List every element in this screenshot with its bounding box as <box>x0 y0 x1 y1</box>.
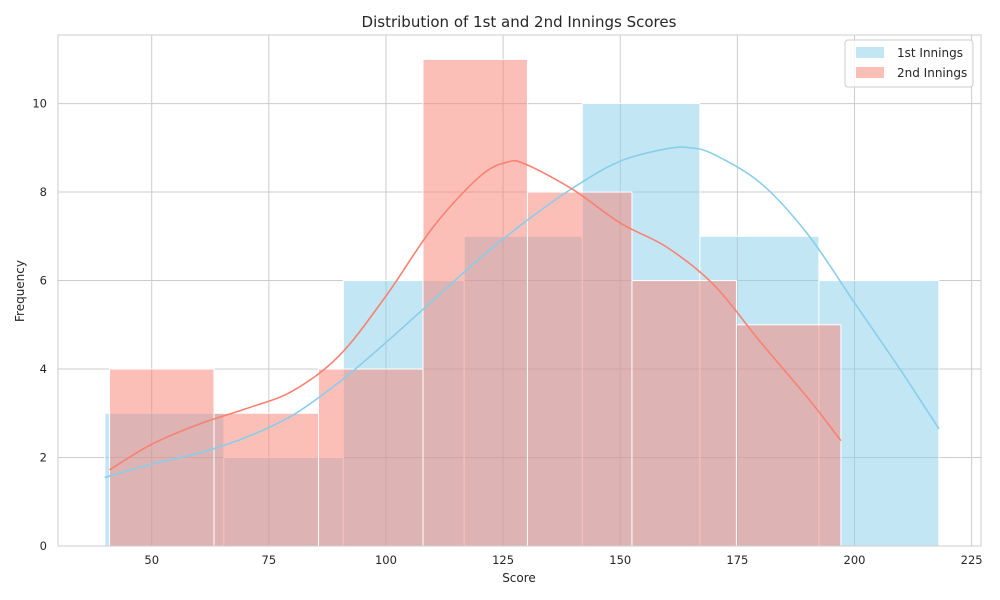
bar-2nd-innings <box>526 191 633 547</box>
legend-swatch-2nd-innings <box>856 67 884 78</box>
chart-title: Distribution of 1st and 2nd Innings Scor… <box>362 13 677 31</box>
bar-2nd-innings <box>318 368 424 547</box>
kde-curves <box>104 146 940 479</box>
legend-label-2nd-innings: 2nd Innings <box>897 66 967 80</box>
y-axis-label: Frequency <box>13 260 27 322</box>
bar-2nd-innings <box>735 324 842 547</box>
legend-label-1st-innings: 1st Innings <box>897 46 963 60</box>
y-tick-label: 8 <box>40 185 47 199</box>
kde-line-1st-innings <box>104 146 940 479</box>
y-tick-label: 2 <box>40 451 47 465</box>
x-tick-label: 75 <box>262 553 277 567</box>
y-tick-label: 0 <box>40 539 47 553</box>
x-tick-label: 100 <box>375 553 397 567</box>
x-tick-label: 200 <box>844 553 866 567</box>
bar-2nd-innings <box>422 58 528 547</box>
bar-2nd-innings <box>213 412 320 547</box>
plot-border <box>57 34 982 547</box>
x-tick-label: 225 <box>961 553 983 567</box>
x-tick-label: 50 <box>144 553 159 567</box>
x-axis-label: Score <box>502 571 536 585</box>
kde-line-2nd-innings <box>109 159 842 471</box>
x-tick-label: 125 <box>492 553 514 567</box>
plot-frame <box>57 34 982 547</box>
y-tick-label: 6 <box>40 274 47 288</box>
x-tick-label: 175 <box>726 553 748 567</box>
y-tick-label: 4 <box>40 362 47 376</box>
y-tick-label: 10 <box>32 97 47 111</box>
legend: 1st Innings 2nd Innings <box>844 39 974 88</box>
legend-swatch-1st-innings <box>856 47 884 58</box>
x-axis-ticks: 50 75 100 125 150 175 200 225 <box>144 553 982 567</box>
bar-2nd-innings <box>109 368 215 547</box>
x-tick-label: 150 <box>609 553 631 567</box>
y-axis-ticks: 0 2 4 6 8 10 <box>32 97 47 553</box>
bars-2nd-innings <box>109 58 842 547</box>
bar-2nd-innings <box>631 280 737 547</box>
